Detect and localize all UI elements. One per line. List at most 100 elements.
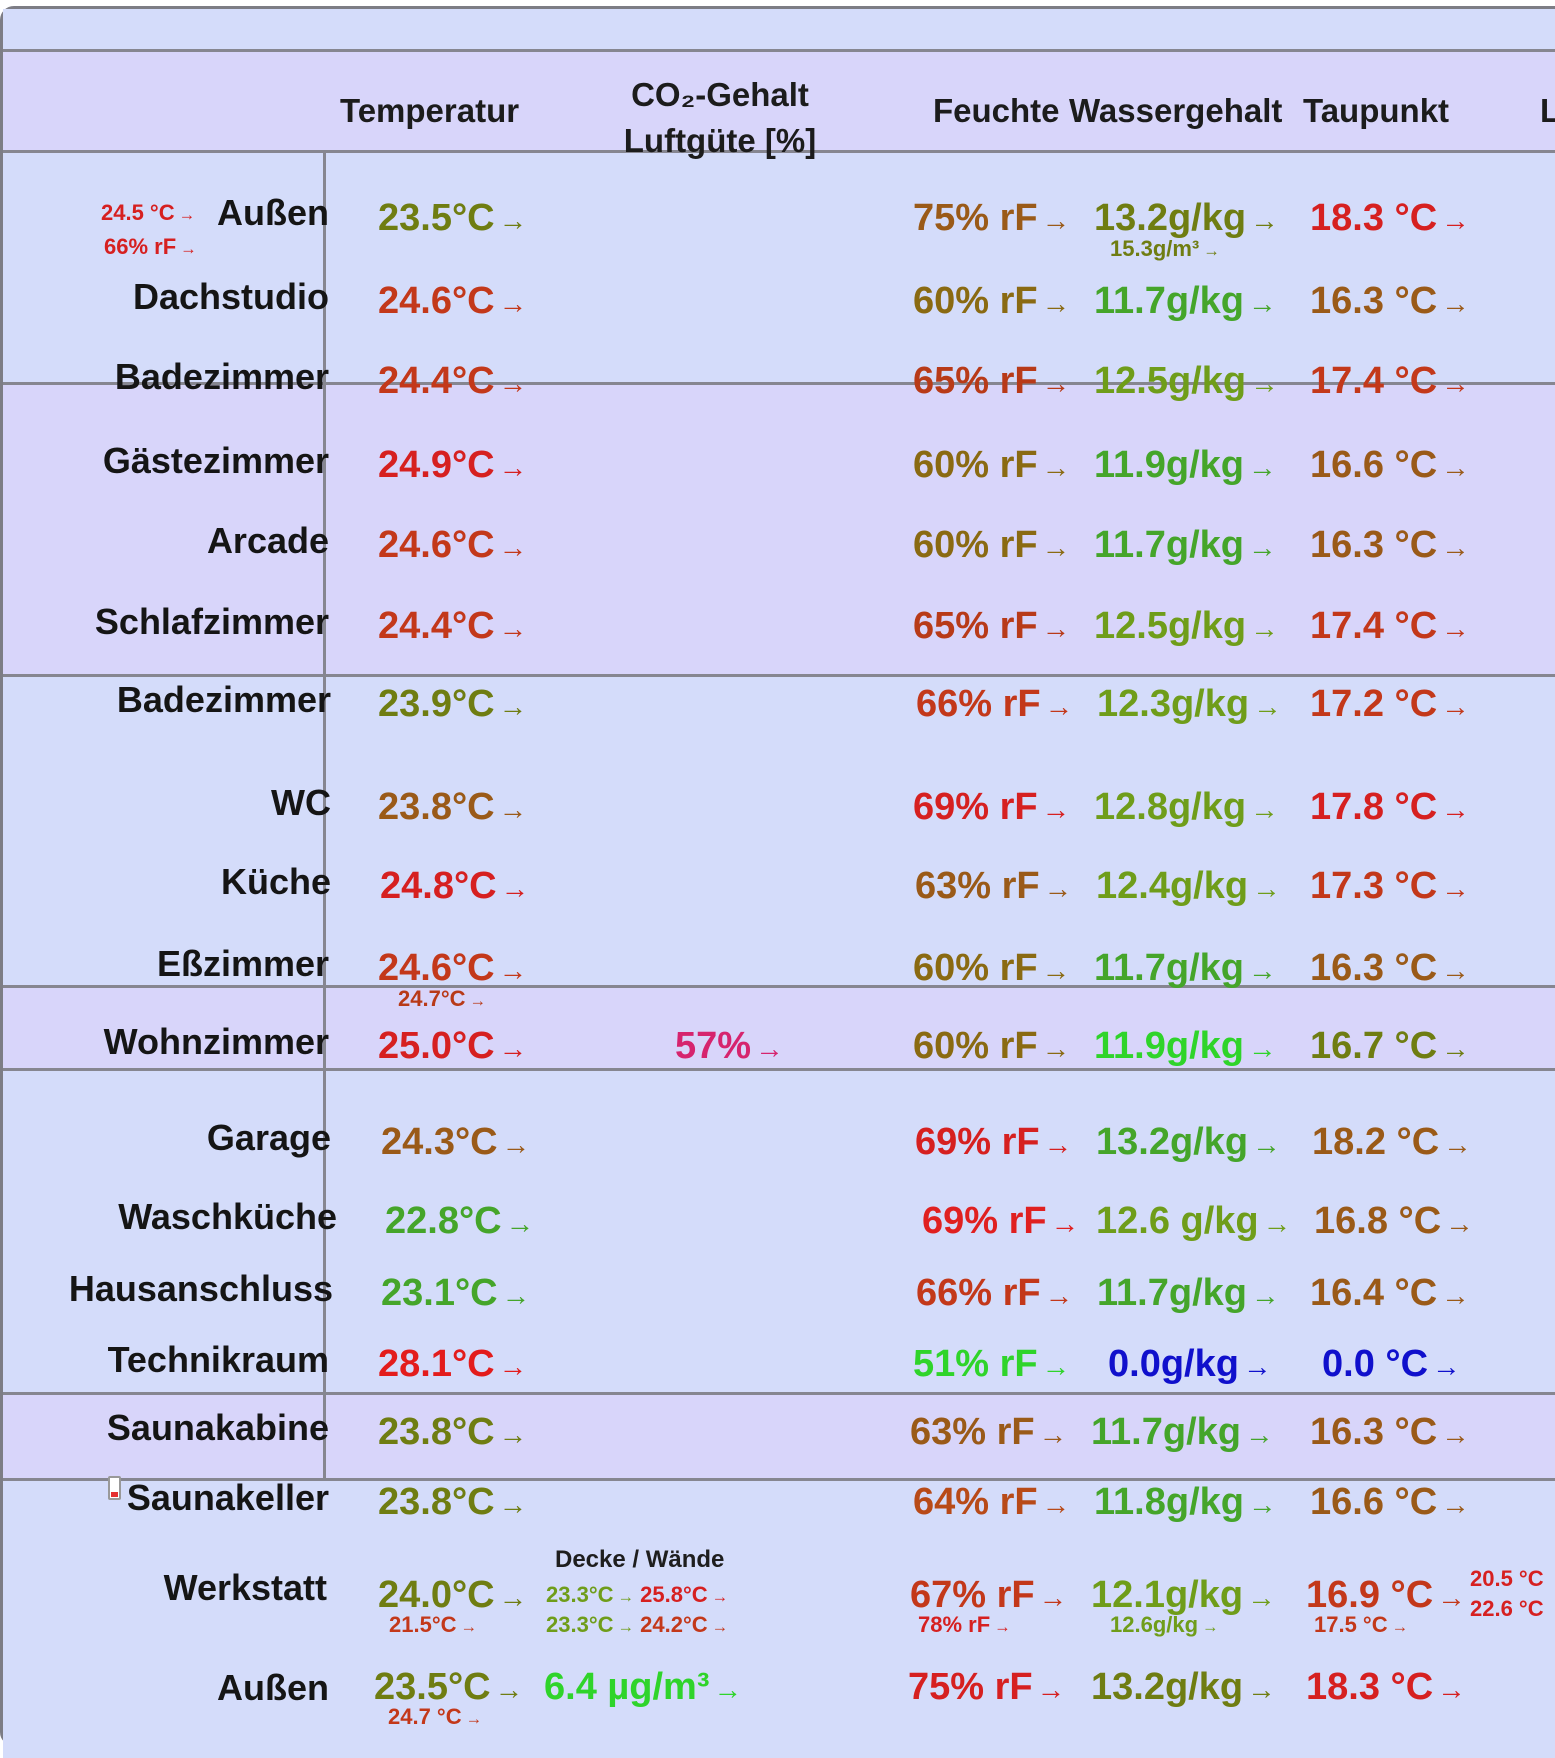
water-content-value: 12.6 g/kg → bbox=[1096, 1200, 1292, 1242]
water-content-value: 11.7g/kg → bbox=[1094, 280, 1277, 322]
dew-point-value: 0.0 °C → bbox=[1322, 1343, 1461, 1385]
temperature-value: 24.8°C → bbox=[380, 865, 530, 907]
room-name: Küche bbox=[220, 861, 331, 902]
dew-point-value: 18.3 °C → bbox=[1306, 1666, 1466, 1708]
temperature-value: 24.6°C → bbox=[378, 280, 528, 322]
group-band-5 bbox=[3, 1068, 1555, 1392]
dew-point-value: 16.4 °C → bbox=[1310, 1272, 1470, 1314]
dew-point-sub-value: 17.5 °C → bbox=[1314, 1612, 1409, 1637]
water-content-value: 11.7g/kg → bbox=[1097, 1272, 1280, 1314]
group-band-7 bbox=[3, 1478, 1555, 1758]
right-extra-temp-2: 22.6 °C bbox=[1470, 1596, 1544, 1621]
dew-point-value: 18.2 °C → bbox=[1312, 1121, 1472, 1163]
walls-row-2: 23.3°C → 24.2°C → bbox=[546, 1612, 729, 1637]
dew-point-value: 17.8 °C → bbox=[1310, 786, 1470, 828]
water-content-value: 12.5g/kg → bbox=[1094, 605, 1279, 647]
dew-point-value: 17.3 °C → bbox=[1310, 865, 1470, 907]
header-cut-column: L bbox=[1540, 92, 1555, 129]
room-name: Hausanschluss bbox=[68, 1268, 333, 1309]
temperature-value: 24.9°C → bbox=[378, 444, 528, 486]
temperature-value: 25.0°C → bbox=[378, 1025, 528, 1067]
water-content-value: 12.1g/kg → bbox=[1091, 1574, 1276, 1616]
temperature-value: 28.1°C → bbox=[378, 1343, 528, 1385]
room-name: Außen bbox=[217, 192, 329, 233]
room-name: Schlafzimmer bbox=[94, 601, 329, 642]
water-content-sub-value: 15.3g/m³ → bbox=[1110, 236, 1220, 261]
dew-point-value: 17.4 °C → bbox=[1310, 605, 1470, 647]
dew-point-value: 16.7 °C → bbox=[1310, 1025, 1470, 1067]
group-band-1 bbox=[3, 150, 1555, 382]
dew-point-value: 16.3 °C → bbox=[1310, 280, 1470, 322]
separator bbox=[3, 382, 1555, 385]
temperature-sub-value: 21.5°C → bbox=[389, 1612, 478, 1637]
dew-point-value: 16.8 °C → bbox=[1314, 1200, 1474, 1242]
humidity-value: 67% rF → bbox=[910, 1574, 1068, 1616]
dew-point-value: 18.3 °C → bbox=[1310, 197, 1470, 239]
right-extra-temp-1: 20.5 °C bbox=[1470, 1566, 1544, 1591]
particulate-value: 6.4 µg/m³ → bbox=[544, 1666, 742, 1708]
humidity-value: 60% rF → bbox=[913, 280, 1071, 322]
room-name: Garage bbox=[206, 1117, 331, 1158]
separator bbox=[3, 1478, 1555, 1481]
humidity-value: 65% rF → bbox=[913, 360, 1071, 402]
room-name: WC bbox=[271, 782, 331, 823]
temperature-value: 24.4°C → bbox=[378, 605, 528, 647]
water-content-value: 13.2g/kg → bbox=[1091, 1666, 1276, 1708]
humidity-sub-value: 78% rF → bbox=[918, 1612, 1011, 1637]
dew-point-value: 16.6 °C → bbox=[1310, 444, 1470, 486]
dew-point-value: 16.6 °C → bbox=[1310, 1481, 1470, 1523]
water-content-value: 11.7g/kg → bbox=[1094, 947, 1277, 989]
dew-point-value: 16.3 °C → bbox=[1310, 524, 1470, 566]
header-humidity: Feuchte bbox=[933, 92, 1060, 129]
outside-extra-humidity: 66% rF → bbox=[104, 234, 197, 259]
water-content-value: 11.9g/kg → bbox=[1094, 444, 1277, 486]
temperature-value: 24.0°C → bbox=[378, 1574, 528, 1616]
group-band-4 bbox=[3, 985, 1555, 1068]
water-content-value: 12.8g/kg → bbox=[1094, 786, 1279, 828]
temperature-value: 23.8°C → bbox=[378, 1481, 528, 1523]
dew-point-value: 17.2 °C → bbox=[1310, 683, 1470, 725]
group-band-2 bbox=[3, 382, 1555, 674]
water-content-value: 11.7g/kg → bbox=[1094, 524, 1277, 566]
temperature-value: 23.5°C → bbox=[374, 1666, 524, 1708]
column-divider bbox=[323, 150, 326, 1478]
room-name: Gästezimmer bbox=[102, 440, 329, 481]
room-name: Saunakabine bbox=[106, 1407, 329, 1448]
walls-row-1: 23.3°C → 25.8°C → bbox=[546, 1582, 729, 1607]
water-content-value: 11.8g/kg → bbox=[1094, 1481, 1277, 1523]
co2-value: 57% → bbox=[675, 1025, 784, 1067]
header-water-content: Wassergehalt bbox=[1069, 92, 1283, 129]
dew-point-value: 16.3 °C → bbox=[1310, 1411, 1470, 1453]
temperature-value: 23.8°C → bbox=[378, 1411, 528, 1453]
separator bbox=[3, 1392, 1555, 1395]
temperature-value: 23.9°C → bbox=[378, 683, 528, 725]
separator bbox=[3, 49, 1555, 52]
walls-title: Decke / Wände bbox=[555, 1546, 725, 1573]
separator bbox=[3, 1068, 1555, 1071]
temperature-value: 24.6°C → bbox=[378, 947, 528, 989]
humidity-value: 69% rF → bbox=[913, 786, 1071, 828]
humidity-value: 66% rF → bbox=[916, 1272, 1074, 1314]
temperature-value: 24.3°C → bbox=[381, 1121, 531, 1163]
humidity-value: 69% rF → bbox=[915, 1121, 1073, 1163]
water-content-value: 12.5g/kg → bbox=[1094, 360, 1279, 402]
dew-point-value: 16.3 °C → bbox=[1310, 947, 1470, 989]
water-content-value: 12.3g/kg → bbox=[1097, 683, 1282, 725]
humidity-value: 51% rF → bbox=[913, 1343, 1071, 1385]
group-band-6 bbox=[3, 1392, 1555, 1478]
temperature-sub-value: 24.7°C → bbox=[398, 986, 487, 1011]
room-name: Außen bbox=[217, 1667, 329, 1708]
temperature-value: 24.6°C → bbox=[378, 524, 528, 566]
water-content-value: 12.4g/kg → bbox=[1096, 865, 1281, 907]
room-name: Technikraum bbox=[107, 1339, 329, 1380]
room-name: Badezimmer bbox=[114, 356, 329, 397]
humidity-value: 75% rF → bbox=[913, 197, 1071, 239]
header-co2-line1: CO₂-Gehalt bbox=[631, 76, 809, 113]
header-temperature: Temperatur bbox=[340, 92, 520, 129]
room-name: Saunakeller bbox=[126, 1477, 329, 1518]
temperature-value: 24.4°C → bbox=[378, 360, 528, 402]
water-content-value: 11.9g/kg → bbox=[1094, 1025, 1277, 1067]
room-name: Eßzimmer bbox=[156, 943, 329, 984]
temperature-sub-value: 24.7 °C → bbox=[388, 1704, 483, 1729]
humidity-value: 69% rF → bbox=[922, 1200, 1080, 1242]
